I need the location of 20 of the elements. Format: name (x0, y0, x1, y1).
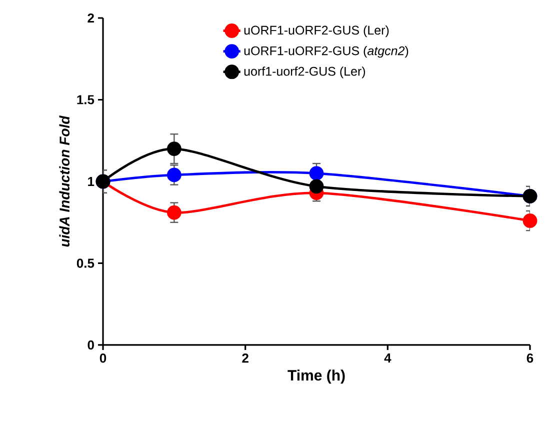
y-tick-label: 0.5 (76, 258, 94, 268)
y-tick-label: 1 (88, 177, 94, 186)
point (309, 179, 324, 194)
legend-label: uorf1-uorf2-GUS (Ler) (244, 66, 366, 78)
x-tick-label: 0 (100, 354, 106, 363)
point (522, 214, 538, 228)
x-tick-label: 2 (242, 354, 248, 363)
legend-label: uORF1-uORF2-GUS (Ler) (244, 25, 389, 38)
point (166, 142, 182, 156)
y-tick-label: 0 (88, 340, 94, 350)
x-tick-label: 4 (384, 354, 392, 362)
y-tick-label: 2 (88, 13, 94, 23)
x-tick-label: 6 (526, 354, 534, 363)
y-tick-label: 1.5 (77, 95, 94, 104)
x-axis-title: Time (h) (288, 370, 345, 384)
point (166, 168, 182, 182)
point (166, 205, 182, 220)
legend-label: uORF1-uORF2-GUS (atgcn2) (244, 46, 408, 58)
y-axis-title: uidA Induction Fold (59, 116, 70, 247)
point (309, 166, 324, 181)
